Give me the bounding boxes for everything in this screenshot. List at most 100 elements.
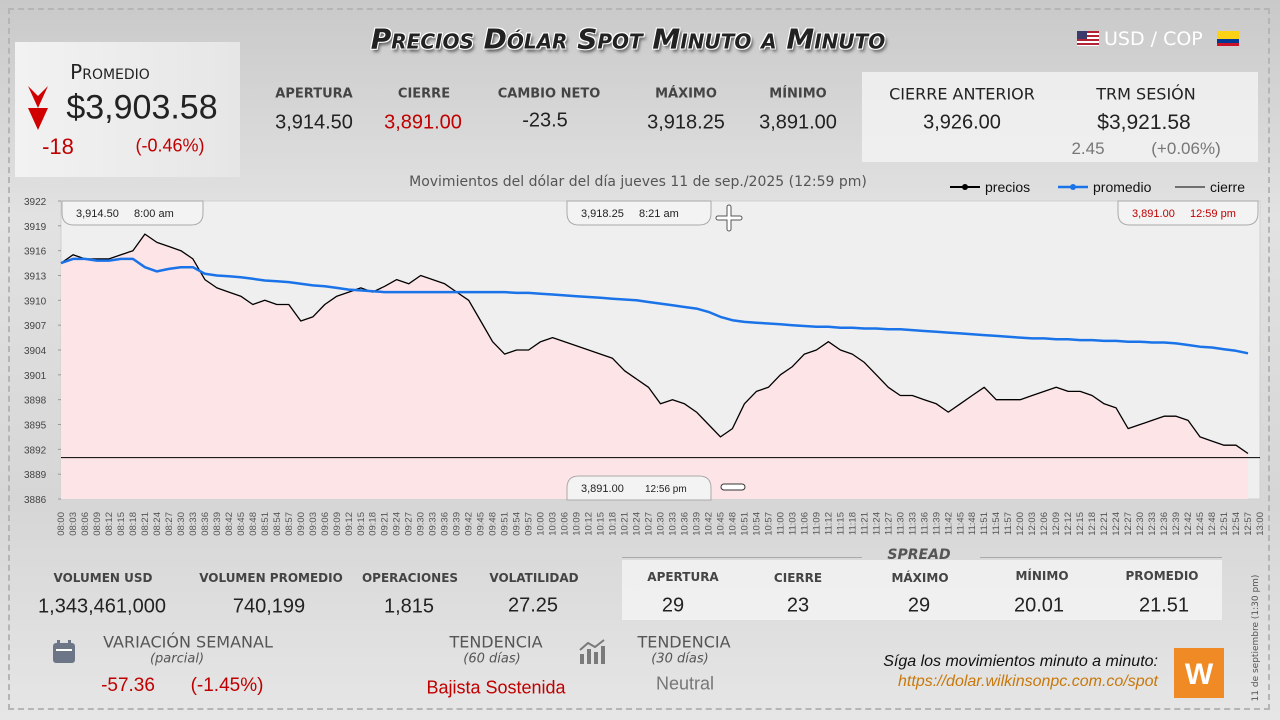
x-tick-label: 09:15	[356, 512, 367, 536]
x-tick-label: 12:18	[1087, 512, 1098, 536]
spread-rule	[622, 557, 862, 558]
x-tick-label: 12:45	[1195, 512, 1206, 536]
cta: Síga los movimientos minuto a minuto:	[883, 653, 1158, 670]
spread-rule	[980, 557, 1222, 558]
y-tick-label: 3895	[24, 421, 47, 432]
legend-label: cierre	[1210, 179, 1245, 195]
x-tick-label: 11:48	[967, 512, 978, 535]
spread-label: CIERRE	[773, 571, 823, 585]
url[interactable]: https://dolar.wilkinsonpc.com.co/spot	[898, 673, 1158, 690]
x-tick-label: 12:48	[1207, 512, 1218, 536]
x-tick-label: 09:00	[296, 512, 307, 536]
spread-value: 21.51	[1138, 594, 1190, 617]
line	[60, 257, 1249, 355]
x-tick-label: 12:21	[1099, 512, 1110, 536]
svg-text:W: W	[1185, 658, 1214, 691]
x-tick-label: 08:03	[68, 512, 79, 536]
x-tick-label: 10:00	[536, 512, 547, 536]
trend30-note: (30 días)	[651, 651, 709, 667]
prev-value: 3,926.00	[923, 111, 1001, 134]
x-tick-label: 10:18	[608, 512, 619, 536]
x-tick-label: 08:54	[272, 512, 283, 536]
slider	[720, 483, 746, 491]
stat-value: 3,891.00	[384, 111, 462, 134]
x-tick-label: 08:00	[56, 512, 67, 536]
x-tick-label: 11:15	[835, 512, 846, 535]
x-tick-label: 12:06	[1039, 512, 1050, 536]
x-tick-label: 10:09	[572, 512, 583, 536]
x-tick-label: 11:12	[823, 512, 834, 535]
trend30-label: TENDENCIA	[637, 632, 731, 652]
x-tick-label: 08:21	[140, 512, 151, 536]
stat-label: CIERRE	[397, 86, 451, 102]
pair: USD / COP	[1104, 28, 1203, 50]
x-tick-label: 09:42	[464, 512, 475, 536]
spread-label: MÍNIMO	[1015, 569, 1069, 583]
x-tick-label: 08:45	[236, 512, 247, 536]
x-tick-label: 10:54	[751, 512, 762, 536]
crosshair-inner	[716, 205, 742, 231]
x-tick-label: 12:12	[1063, 512, 1074, 536]
callout-time: 8:21 am	[639, 208, 679, 220]
spread-value: 20.01	[1013, 594, 1065, 617]
stat-label: MÍNIMO	[769, 86, 827, 102]
spread-panel	[622, 560, 1222, 620]
x-tick-label: 10:42	[703, 512, 714, 536]
x-tick-label: 09:39	[452, 512, 463, 536]
x-tick-label: 10:36	[679, 512, 690, 536]
trm-value: $3,921.58	[1097, 111, 1191, 134]
legend-label: promedio	[1093, 179, 1152, 195]
spread-title: SPREAD	[887, 547, 951, 563]
co-flag	[1217, 31, 1239, 46]
x-tick-label: 09:36	[440, 512, 451, 536]
x-tick-label: 11:45	[955, 512, 966, 535]
x-tick-label: 12:57	[1243, 512, 1254, 536]
x-tick-label: 09:57	[524, 512, 535, 536]
average-change: -18	[42, 134, 74, 159]
previous-panel	[862, 72, 1258, 162]
prev-label: CIERRE ANTERIOR	[889, 84, 1035, 104]
stamp: 11 de septiembre (1:30 pm)	[1251, 574, 1261, 702]
stat-value: 3,914.50	[275, 111, 353, 134]
x-tick-label: 11:42	[943, 512, 954, 535]
y-tick-label: 3916	[24, 247, 47, 258]
calendar-icon	[53, 640, 75, 663]
spread-label: APERTURA	[647, 570, 719, 584]
y-tick-label: 3901	[24, 371, 47, 382]
y-tick-label: 3910	[24, 296, 47, 307]
x-tick-label: 11:54	[991, 512, 1002, 535]
stat-value: -23.5	[522, 109, 568, 132]
x-tick-label: 10:12	[584, 512, 595, 536]
x-tick-label: 10:57	[763, 512, 774, 536]
spread-value: 29	[661, 594, 685, 617]
x-tick-label: 09:48	[488, 512, 499, 536]
spread-label: PROMEDIO	[1125, 569, 1199, 583]
x-tick-label: 08:30	[176, 512, 187, 536]
y-tick-label: 3907	[24, 321, 47, 332]
x-tick-label: 12:09	[1051, 512, 1062, 536]
x-tick-label: 11:06	[799, 512, 810, 535]
x-tick-label: 09:09	[332, 512, 343, 536]
x-tick-label: 10:30	[656, 512, 667, 536]
x-tick-label: 13:00	[1255, 512, 1266, 536]
area	[61, 234, 1249, 499]
x-tick-label: 09:21	[380, 512, 391, 536]
legend-label: precios	[985, 179, 1030, 195]
x-tick-label: 08:18	[128, 512, 139, 536]
x-tick-label: 10:33	[667, 512, 678, 536]
x-tick-label: 08:09	[92, 512, 103, 536]
x-tick-label: 12:42	[1183, 512, 1194, 536]
x-tick-label: 10:24	[632, 512, 643, 536]
title: Precios Dólar Spot Minuto a Minuto	[370, 22, 886, 56]
x-tick-label: 09:27	[404, 512, 415, 536]
x-tick-label: 09:45	[476, 512, 487, 536]
x-tick-label: 08:27	[164, 512, 175, 536]
y-tick-label: 3889	[24, 470, 47, 481]
x-tick-label: 10:48	[727, 512, 738, 536]
x-tick-label: 10:03	[548, 512, 559, 536]
weekly-change: -57.36	[101, 675, 155, 696]
callout	[566, 200, 712, 226]
chart-title: Movimientos del dólar del día jueves 11 …	[409, 174, 867, 190]
callout-price: 3,891.00	[581, 483, 624, 495]
volume-label: OPERACIONES	[361, 571, 459, 585]
